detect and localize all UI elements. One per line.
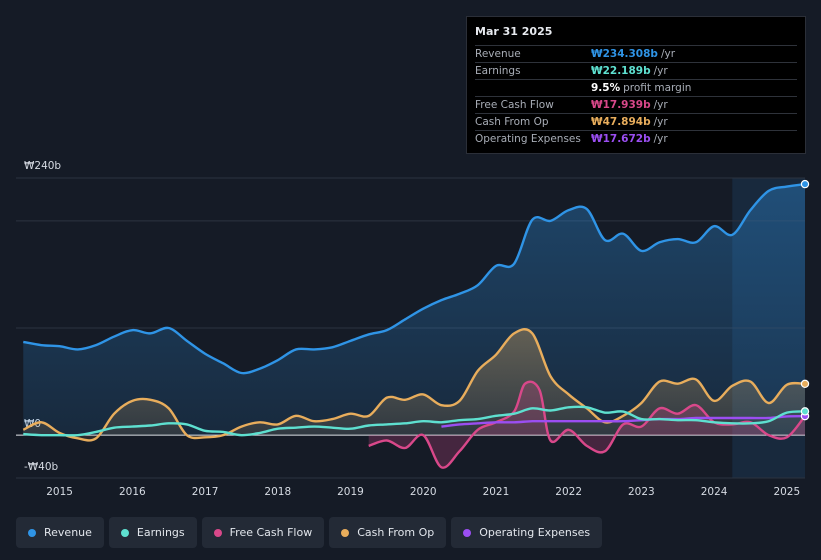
cfo-line: [22, 328, 806, 442]
legend-item-cash-from-op[interactable]: Cash From Op: [329, 517, 447, 548]
y-tick-label: -₩40b: [24, 461, 59, 473]
legend-dot-icon: [213, 528, 222, 537]
tooltip-unit: /yr: [653, 116, 668, 128]
tooltip-label: Free Cash Flow: [475, 99, 554, 111]
tooltip-value: ₩17.939b: [591, 99, 651, 111]
legend-item-free-cash-flow[interactable]: Free Cash Flow: [201, 517, 325, 548]
tooltip-label: Operating Expenses: [475, 133, 581, 145]
tooltip-date: Mar 31 2025: [475, 25, 553, 38]
tooltip-label: Revenue: [475, 48, 521, 60]
x-tick-label: 2015: [46, 486, 73, 498]
tooltip-value: ₩22.189b: [591, 65, 651, 77]
x-tick-label: 2016: [119, 486, 146, 498]
revenue-line: [23, 182, 806, 375]
legend-item-earnings[interactable]: Earnings: [108, 517, 197, 548]
tooltip-row: Earnings ₩22.189b/yr: [475, 62, 797, 79]
legend-item-revenue[interactable]: Revenue: [16, 517, 104, 548]
legend-dot-icon: [341, 528, 350, 537]
x-tick-label: 2020: [410, 486, 437, 498]
y-tick-label: ₩240b: [24, 160, 61, 172]
x-tick-label: 2019: [337, 486, 364, 498]
tooltip-unit: /yr: [653, 65, 668, 77]
legend: Revenue Earnings Free Cash Flow Cash From O…: [16, 517, 603, 548]
cfo-area: [23, 329, 805, 441]
tooltip-value: ₩17.672b: [591, 133, 651, 145]
tooltip-unit: /yr: [653, 99, 668, 111]
tooltip-value: ₩47.894b: [591, 116, 651, 128]
x-tick-label: 2021: [483, 486, 510, 498]
earnings-end-marker: [800, 407, 810, 416]
x-tick-label: 2022: [555, 486, 582, 498]
legend-label: Earnings: [136, 526, 185, 539]
tooltip-label: Earnings: [475, 65, 521, 77]
data-tooltip: Mar 31 2025 Revenue ₩234.308b/yr Earnings ₩…: [466, 16, 806, 154]
cfo-end-marker: [800, 379, 810, 389]
tooltip-row: Operating Expenses ₩17.672b/yr: [475, 130, 797, 147]
tooltip-unit: /yr: [660, 48, 676, 60]
revenue-end-marker: [800, 179, 810, 189]
tooltip-unit: profit margin: [623, 82, 692, 94]
legend-label: Operating Expenses: [479, 526, 591, 539]
tooltip-unit: /yr: [653, 133, 668, 145]
legend-item-operating-expenses[interactable]: Operating Expenses: [451, 517, 603, 548]
tooltip-row: Revenue ₩234.308b/yr: [475, 45, 797, 62]
legend-dot-icon: [28, 528, 36, 537]
tooltip-label: Cash From Op: [475, 116, 549, 128]
legend-dot-icon: [463, 528, 472, 537]
chart-area: ₩240b₩0-₩40b2015201620172018201920202021…: [16, 160, 810, 498]
legend-label: Revenue: [44, 526, 92, 539]
x-tick-label: 2024: [701, 486, 728, 498]
tooltip-value: ₩234.308b: [591, 48, 658, 60]
legend-label: Free Cash Flow: [229, 526, 313, 539]
opex-line: [441, 414, 806, 428]
legend-label: Cash From Op: [357, 526, 435, 539]
x-tick-label: 2023: [628, 486, 655, 498]
earnings-line: [23, 405, 806, 437]
legend-dot-icon: [120, 528, 129, 537]
tooltip-row: 9.5% profit margin: [475, 79, 797, 96]
tooltip-row: Cash From Op ₩47.894b/yr: [475, 113, 797, 130]
revenue-area: [23, 184, 805, 436]
x-tick-label: 2025: [773, 486, 800, 498]
x-tick-label: 2018: [264, 486, 291, 498]
x-tick-label: 2017: [192, 486, 219, 498]
tooltip-value: 9.5%: [591, 82, 621, 94]
tooltip-row: Free Cash Flow ₩17.939b/yr: [475, 96, 797, 113]
